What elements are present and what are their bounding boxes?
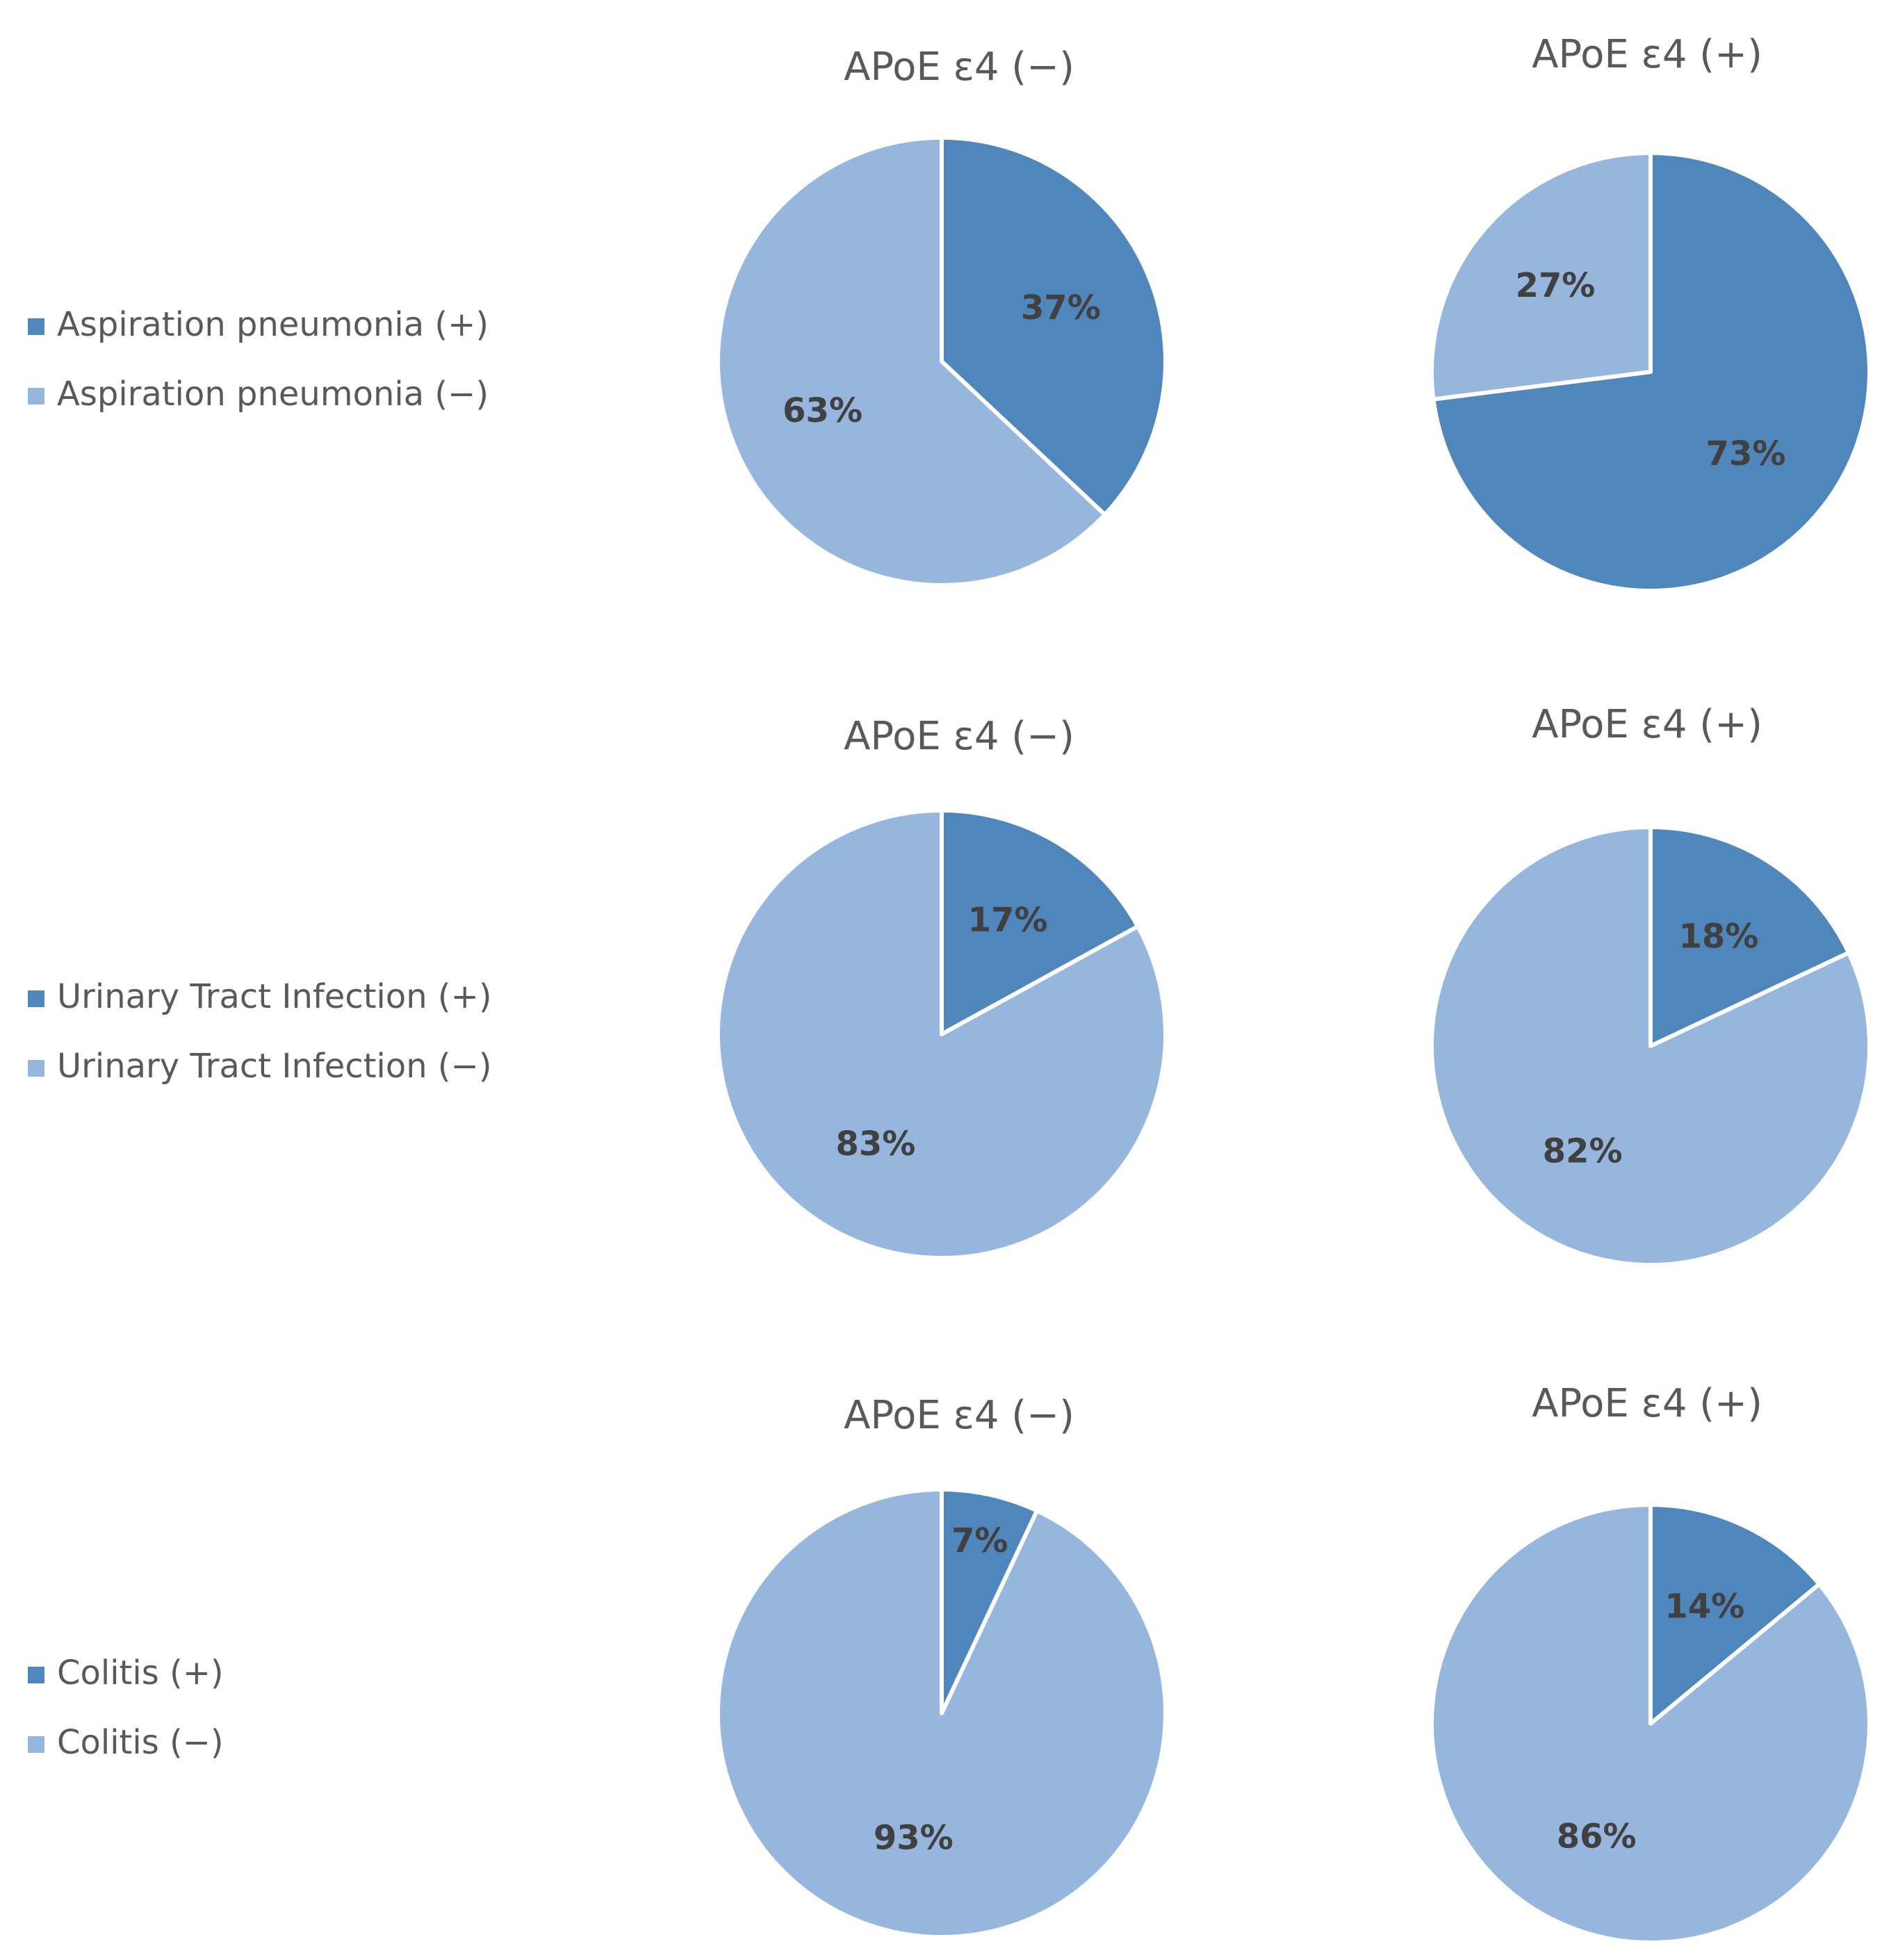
chart-title: APoE ε4 (+) [1532, 702, 1762, 747]
legend-label: Colitis (−) [57, 1723, 224, 1762]
legend-swatch-positive [28, 318, 44, 335]
legend-label: Urinary Tract Infection (+) [57, 977, 492, 1016]
chart-title: APoE ε4 (−) [844, 714, 1074, 759]
pie-slice-positive [940, 136, 1168, 517]
legend-aspiration-pneumonia: Aspiration pneumonia (+) Aspiration pneum… [28, 305, 489, 414]
pie-chart-urinary-tract-infection-apoe-negative: APoE ε4 (−) 17% 83% [715, 714, 1168, 1260]
legend-label: Aspiration pneumonia (−) [57, 375, 489, 414]
pie-slice-positive [940, 808, 1140, 1036]
data-label: 14% [1664, 1587, 1744, 1626]
pie-slice-negative [1430, 825, 1872, 1267]
legend-swatch-negative [28, 388, 44, 405]
data-label: 18% [1678, 917, 1758, 956]
pie-slice-negative [715, 1487, 1168, 1939]
data-label: 37% [1021, 288, 1101, 327]
legend-colitis: Colitis (+) Colitis (−) [28, 1653, 224, 1762]
pie-slice-positive [1648, 1503, 1822, 1726]
legend-urinary-tract-infection: Urinary Tract Infection (+) Urinary Tract… [28, 977, 492, 1086]
pie-slice-negative [1430, 1503, 1872, 1945]
charts-layer: APoE ε4 (−)37%63%APoE ε4 (+)73%27%APoE ε… [715, 32, 1872, 1945]
chart-title: APoE ε4 (+) [1532, 1381, 1762, 1426]
data-label: 93% [874, 1818, 954, 1857]
legend-label: Urinary Tract Infection (−) [57, 1047, 492, 1086]
legends-layer: Aspiration pneumonia (+) Aspiration pneum… [28, 305, 492, 1762]
data-label: 17% [968, 901, 1048, 940]
pie-chart-aspiration-pneumonia-apoe-positive: APoE ε4 (+) 73% 27% [1430, 32, 1872, 593]
pie-chart-colitis-apoe-positive: APoE ε4 (+) 14% 86% [1430, 1381, 1872, 1945]
legend-swatch-negative [28, 1736, 44, 1753]
data-label: 83% [835, 1125, 915, 1163]
legend-swatch-negative [28, 1060, 44, 1077]
legend-label: Aspiration pneumonia (+) [57, 305, 489, 344]
pie-slice-positive [1648, 825, 1851, 1048]
data-label: 86% [1557, 1817, 1637, 1856]
data-label: 73% [1706, 434, 1786, 473]
pie-slice-negative [1430, 151, 1653, 402]
pie-chart-aspiration-pneumonia-apoe-negative: APoE ε4 (−) 37% 63% [716, 44, 1168, 587]
chart-title: APoE ε4 (−) [844, 44, 1074, 90]
pie-slice-negative [715, 808, 1168, 1260]
pie-chart-colitis-apoe-negative: APoE ε4 (−) 7% 93% [715, 1393, 1168, 1939]
legend-label: Colitis (+) [57, 1653, 224, 1692]
legend-swatch-positive [28, 990, 44, 1007]
legend-swatch-positive [28, 1667, 44, 1683]
data-label: 27% [1516, 266, 1596, 305]
pie-slice-positive [940, 1487, 1040, 1715]
chart-title: APoE ε4 (+) [1532, 32, 1762, 77]
chart-title: APoE ε4 (−) [844, 1393, 1074, 1438]
pie-chart-urinary-tract-infection-apoe-positive: APoE ε4 (+) 18% 82% [1430, 702, 1872, 1267]
data-label: 63% [783, 391, 862, 430]
data-label: 82% [1543, 1132, 1623, 1170]
pie-slice-negative [716, 136, 1107, 587]
data-label: 7% [951, 1521, 1008, 1560]
